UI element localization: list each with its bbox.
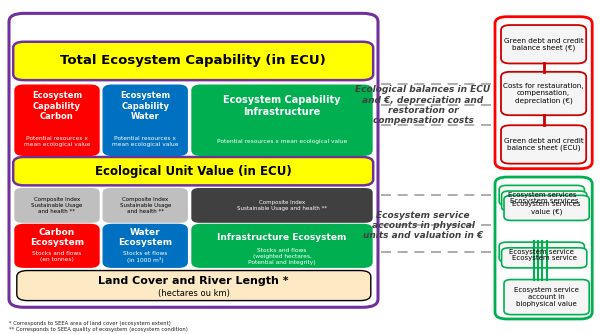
Text: Water
Ecosystem: Water Ecosystem <box>118 227 172 247</box>
FancyBboxPatch shape <box>192 189 372 222</box>
FancyBboxPatch shape <box>504 195 589 220</box>
Text: Stocks and flows
(en tonnes): Stocks and flows (en tonnes) <box>32 251 82 262</box>
FancyBboxPatch shape <box>15 189 99 222</box>
FancyBboxPatch shape <box>103 189 187 222</box>
Text: Carbon
Ecosystem: Carbon Ecosystem <box>30 227 84 247</box>
FancyBboxPatch shape <box>499 242 584 262</box>
Text: (hectares ou km): (hectares ou km) <box>158 289 230 298</box>
Text: Composite Index
Sustainable Usage
and health **: Composite Index Sustainable Usage and he… <box>119 197 171 214</box>
FancyBboxPatch shape <box>13 42 373 80</box>
FancyBboxPatch shape <box>502 248 587 268</box>
FancyBboxPatch shape <box>15 224 99 267</box>
Text: Ecosystem
Capability
Water: Ecosystem Capability Water <box>120 91 170 121</box>
FancyBboxPatch shape <box>13 157 373 185</box>
Text: Total Ecosystem Capability (in ECU): Total Ecosystem Capability (in ECU) <box>61 54 326 67</box>
Text: Ecosystem services: Ecosystem services <box>508 192 576 198</box>
Text: Green debt and credit
balance sheet (€): Green debt and credit balance sheet (€) <box>504 37 583 51</box>
Text: Ecosystem Capability
Infrastructure: Ecosystem Capability Infrastructure <box>223 96 341 117</box>
Text: Land Cover and River Length *: Land Cover and River Length * <box>98 276 289 286</box>
Text: Ecosystem service: Ecosystem service <box>509 249 574 255</box>
Text: Green debt and credit
balance sheet (ECU): Green debt and credit balance sheet (ECU… <box>504 138 583 151</box>
Text: * Corresponds to SEEA area of land cover (ecosystem extent)
** Corresponds to SE: * Corresponds to SEEA area of land cover… <box>9 321 188 334</box>
Text: Potential resources x
mean ecological value: Potential resources x mean ecological va… <box>112 136 178 147</box>
FancyBboxPatch shape <box>103 85 187 155</box>
Text: Costs for restauration,
compensation,
depreciation (€): Costs for restauration, compensation, de… <box>503 83 584 104</box>
FancyBboxPatch shape <box>192 224 372 267</box>
FancyBboxPatch shape <box>501 25 586 63</box>
Text: Ecosystem services
value (€): Ecosystem services value (€) <box>512 201 581 215</box>
Text: Ecosystem service
account in
biophysical value: Ecosystem service account in biophysical… <box>514 287 579 307</box>
Text: Composite Index
Sustainable Usage and health **: Composite Index Sustainable Usage and he… <box>237 200 327 211</box>
FancyBboxPatch shape <box>192 85 372 155</box>
Text: Ecosystem services: Ecosystem services <box>510 198 578 204</box>
FancyBboxPatch shape <box>501 72 586 115</box>
Text: Potential resources x
mean ecological value: Potential resources x mean ecological va… <box>24 136 90 147</box>
Text: Ecosystem service: Ecosystem service <box>512 255 577 261</box>
Text: Ecological Unit Value (in ECU): Ecological Unit Value (in ECU) <box>95 165 292 178</box>
Text: Ecosystem service
accounts in physical
units and valuation in €: Ecosystem service accounts in physical u… <box>363 210 483 240</box>
FancyBboxPatch shape <box>103 224 187 267</box>
Text: Infrastructure Ecosystem: Infrastructure Ecosystem <box>217 233 347 242</box>
Text: Ecological balances in ECU
and €, depreciation and
restoration or
compensation c: Ecological balances in ECU and €, deprec… <box>355 85 491 125</box>
FancyBboxPatch shape <box>502 191 587 211</box>
Text: Stocks and flows
(weighted hectares,
Potential and integrity): Stocks and flows (weighted hectares, Pot… <box>248 248 316 265</box>
Text: Ecosystem
Capability
Carbon: Ecosystem Capability Carbon <box>32 91 82 121</box>
FancyBboxPatch shape <box>15 85 99 155</box>
FancyBboxPatch shape <box>504 280 589 315</box>
Text: Composite Index
Sustainable Usage
and health **: Composite Index Sustainable Usage and he… <box>31 197 83 214</box>
FancyBboxPatch shape <box>17 271 371 301</box>
Text: Stocks et flows
(in 1000 m³): Stocks et flows (in 1000 m³) <box>123 250 167 263</box>
FancyBboxPatch shape <box>501 125 586 164</box>
FancyBboxPatch shape <box>499 185 584 205</box>
Text: Potential resources x mean ecological value: Potential resources x mean ecological va… <box>217 139 347 144</box>
